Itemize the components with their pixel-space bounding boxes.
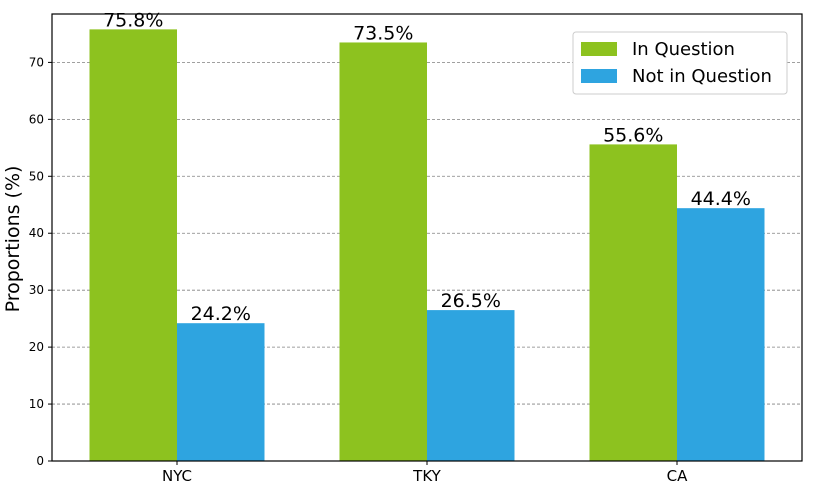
legend-label: Not in Question <box>632 66 772 87</box>
data-labels: 75.8% 24.2% 73.5% 26.5% 55.6% 44.4% <box>103 9 751 325</box>
y-tick-label: 40 <box>29 226 44 240</box>
y-tick-label: 10 <box>29 397 44 411</box>
x-axis: NYC TKY CA <box>162 461 688 484</box>
bar-in-question <box>589 144 677 461</box>
legend-swatch <box>581 42 617 56</box>
bar-not-in-question <box>677 208 765 461</box>
y-tick-label: 60 <box>29 112 44 126</box>
legend-swatch <box>581 69 617 83</box>
x-tick-label: NYC <box>162 467 192 484</box>
data-label: 75.8% <box>103 9 163 31</box>
legend: In Question Not in Question <box>572 31 788 95</box>
data-label: 73.5% <box>353 22 413 44</box>
x-tick-label: TKY <box>412 467 441 484</box>
bar-in-question <box>89 29 177 462</box>
bar-not-in-question <box>177 323 265 461</box>
data-label: 26.5% <box>441 290 501 312</box>
x-tick-label: CA <box>667 467 688 484</box>
y-tick-label: 30 <box>29 283 44 297</box>
data-label: 24.2% <box>191 303 251 325</box>
legend-box <box>572 31 788 95</box>
y-axis-label: Proportions (%) <box>2 166 24 313</box>
y-tick-label: 20 <box>29 340 44 354</box>
y-tick-label: 0 <box>36 454 44 468</box>
y-tick-label: 70 <box>29 55 44 69</box>
legend-label: In Question <box>632 39 735 60</box>
y-tick-label: 50 <box>29 169 44 183</box>
bar-in-question <box>339 42 427 461</box>
data-label: 44.4% <box>691 188 751 210</box>
bar-not-in-question <box>427 310 515 461</box>
data-label: 55.6% <box>603 124 663 146</box>
y-axis: 0 10 20 30 40 50 60 70 <box>29 55 52 468</box>
bars <box>89 29 765 462</box>
